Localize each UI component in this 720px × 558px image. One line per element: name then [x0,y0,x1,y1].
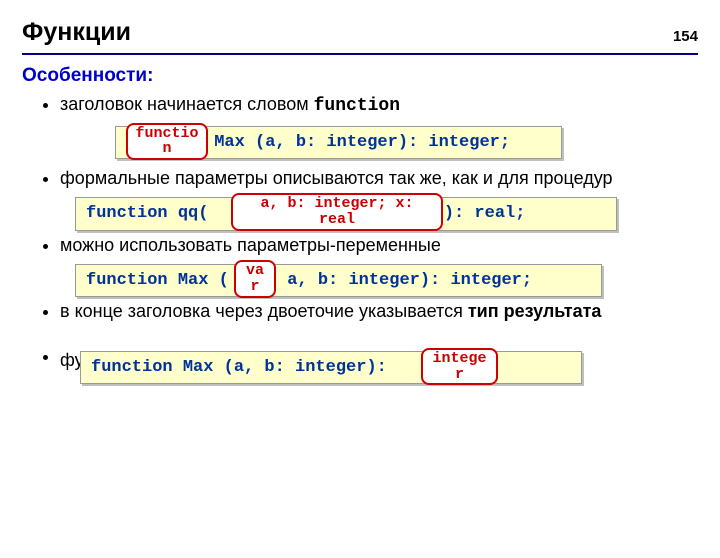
bullet-3: можно использовать параметры-переменные … [60,234,720,298]
bullet-4-bold: тип результата [468,301,602,321]
code3-pre: function Max ( [86,271,239,290]
page-title: Функции [22,18,720,47]
subtitle: Особенности: [22,65,720,87]
bullet-list: заголовок начинается словом function Max… [40,93,720,375]
title-rule [22,53,698,55]
code3-mid: a, b: integer): integer; [277,271,532,290]
callout-function: functio n [126,123,208,161]
bullet-4: в конце заголовка через двоеточие указыв… [60,300,720,323]
code-box-3: function Max ( a, b: integer): integer; … [75,264,602,297]
bullet-2-text: формальные параметры описываются так же,… [60,168,613,188]
callout-integer: intege r [421,348,498,386]
code-box-1: Max (a, b: integer): integer; functio n [115,126,562,159]
bullet-4-text: в конце заголовка через двоеточие указыв… [60,301,468,321]
code4-pre: function Max (a, b: integer): [91,358,397,377]
code2-pre: function qq( [86,204,219,223]
code2-post: ): real; [434,204,526,223]
page-number: 154 [673,28,698,45]
bullet-1: заголовок начинается словом function Max… [60,93,720,159]
callout-var: va r [234,260,276,298]
code-box-4: function Max (a, b: integer): ; intege r [80,351,582,384]
code-box-2: function qq( ): real; a, b: integer; x: … [75,197,617,230]
code1-mid: Max (a, b: integer): integer; [204,133,510,152]
bullet-5: функции располагаются ВЫШЕ основной прог… [60,345,720,375]
bullet-3-text: можно использовать параметры-переменные [60,235,441,255]
callout-params: a, b: integer; x: real [231,193,443,231]
bullet-2: формальные параметры описываются так же,… [60,167,720,231]
bullet-1-code: function [314,96,400,116]
bullet-1-text: заголовок начинается словом [60,94,314,114]
